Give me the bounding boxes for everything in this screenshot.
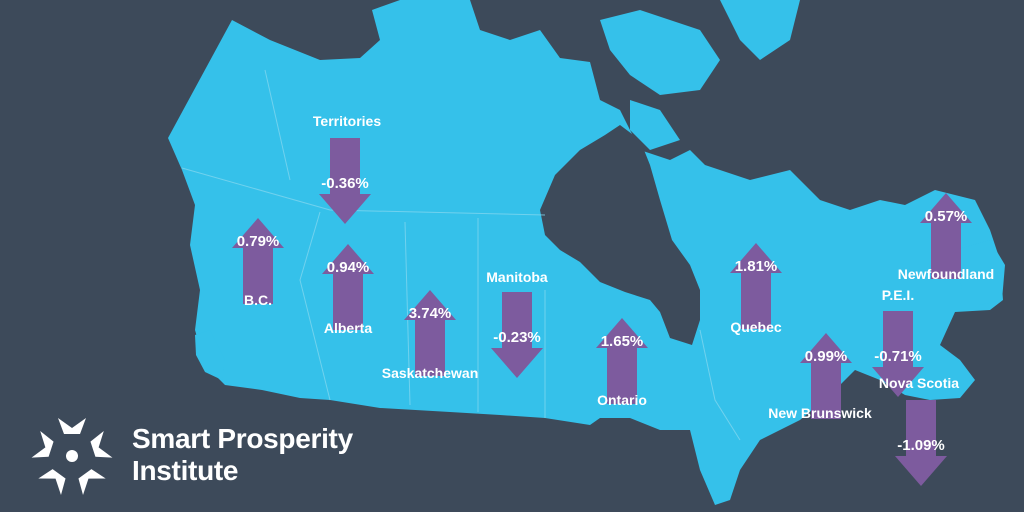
logo-petal-left xyxy=(31,430,54,458)
region-value: -0.23% xyxy=(493,329,541,346)
brand-name-line2: Institute xyxy=(132,455,239,486)
region-value: 0.79% xyxy=(237,233,280,250)
region-value: 1.81% xyxy=(735,258,778,275)
arrow-down-icon xyxy=(491,292,543,378)
region-name: Ontario xyxy=(597,392,647,408)
logo-center-dot xyxy=(66,450,78,462)
region-value: 0.57% xyxy=(925,208,968,225)
arrow-down-icon xyxy=(895,400,947,486)
region-name: Manitoba xyxy=(486,269,548,285)
land-mass xyxy=(168,0,1005,505)
region-saskatchewan: 3.74% Saskatchewan xyxy=(382,290,479,381)
region-value: -1.09% xyxy=(897,437,945,454)
region-name: Nova Scotia xyxy=(879,375,959,391)
region-value: 0.99% xyxy=(805,348,848,365)
region-value: 0.94% xyxy=(327,259,370,276)
star-burst-logo-icon xyxy=(31,418,113,495)
arrow-up-icon xyxy=(404,290,456,376)
arrow-up-icon xyxy=(322,244,374,330)
logo-petal-right xyxy=(90,430,113,458)
arctic-island-1 xyxy=(600,10,720,95)
region-name: Quebec xyxy=(730,319,782,335)
region-value: -0.71% xyxy=(874,348,922,365)
border-territories-south xyxy=(181,167,546,216)
region-ontario: 1.65% Ontario xyxy=(596,318,648,408)
region-name: B.C. xyxy=(244,292,272,308)
arrow-up-icon xyxy=(730,243,782,329)
region-name: Saskatchewan xyxy=(382,365,479,381)
region-territories: -0.36% Territories xyxy=(313,113,381,224)
arrow-up-icon xyxy=(596,318,648,404)
logo-petal-bottom-right xyxy=(78,469,106,495)
hudson-bay xyxy=(540,125,700,345)
region-value: 3.74% xyxy=(409,305,452,322)
province-borders xyxy=(181,69,741,441)
arrow-up-icon xyxy=(800,333,852,419)
region-name: Territories xyxy=(313,113,381,129)
arrow-down-icon xyxy=(872,311,924,397)
region-alberta: 0.94% Alberta xyxy=(322,244,374,336)
border-alberta-sask xyxy=(404,221,411,406)
regions-layer: -0.36% Territories 0.79% B.C. 0.94% Alberta 3.… xyxy=(232,113,994,486)
logo-petal-bottom-left xyxy=(38,469,66,495)
logo-petal-top xyxy=(58,418,86,434)
region-name: New Brunswick xyxy=(768,405,872,421)
arrow-down-icon xyxy=(319,138,371,224)
region-name: Newfoundland xyxy=(898,266,994,282)
region-value: 1.65% xyxy=(601,333,644,350)
region-name: P.E.I. xyxy=(882,287,914,303)
region-newfoundland: 0.57% Newfoundland xyxy=(898,193,994,282)
region-name: Alberta xyxy=(324,320,372,336)
border-bc-alberta xyxy=(299,211,331,401)
region-value: -0.36% xyxy=(321,175,369,192)
region-quebec: 1.81% Quebec xyxy=(730,243,782,335)
arctic-island-2 xyxy=(720,0,800,60)
arrow-up-icon xyxy=(232,218,284,304)
region-manitoba: -0.23% Manitoba xyxy=(486,269,548,378)
arctic-island-3 xyxy=(630,100,680,150)
border-ontario-quebec xyxy=(699,329,741,441)
border-yukon-nwt xyxy=(264,69,291,181)
brand-name-line1: Smart Prosperity xyxy=(132,423,353,454)
region-b-c: 0.79% B.C. xyxy=(232,218,284,308)
arrow-up-icon xyxy=(920,193,972,279)
newfoundland-island xyxy=(955,240,1005,305)
region-p-e-i: -0.71% P.E.I. xyxy=(872,287,924,397)
region-new-brunswick: 0.99% New Brunswick xyxy=(768,333,872,421)
vancouver-island xyxy=(195,330,225,380)
region-nova-scotia: -1.09% Nova Scotia xyxy=(879,375,959,486)
